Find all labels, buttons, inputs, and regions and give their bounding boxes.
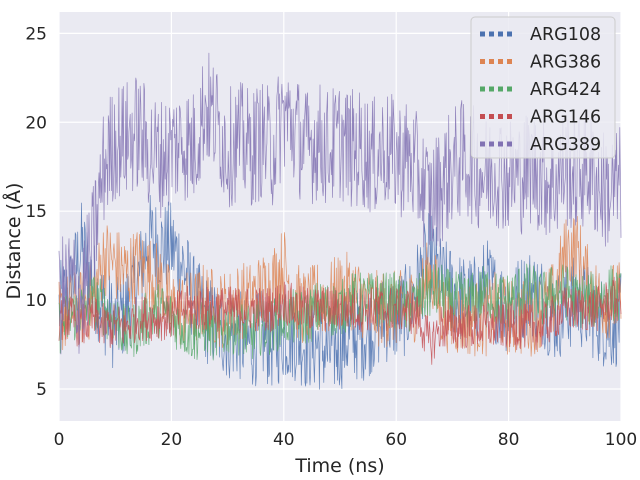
y-tick-label: 20 bbox=[25, 113, 47, 133]
series-line-arg424 bbox=[58, 263, 622, 361]
x-tick-label: 60 bbox=[385, 430, 407, 450]
x-tick-labels: 0 20 40 60 80 100 bbox=[54, 430, 638, 450]
legend-item-arg386: ARG386 bbox=[480, 53, 601, 73]
y-tick-label: 25 bbox=[25, 24, 47, 44]
legend-frame bbox=[470, 16, 616, 159]
series-line-arg386 bbox=[58, 216, 622, 357]
legend-label: ARG424 bbox=[530, 80, 601, 100]
y-tick-labels: 5 10 15 20 25 bbox=[25, 24, 47, 400]
y-tick-label: 15 bbox=[25, 202, 47, 222]
x-tick-label: 80 bbox=[498, 430, 520, 450]
legend: ARG108 ARG386 ARG424 ARG146 ARG389 bbox=[470, 16, 616, 159]
legend-item-arg389: ARG389 bbox=[480, 135, 601, 155]
legend-label: ARG108 bbox=[530, 25, 601, 45]
y-tick-label: 10 bbox=[25, 291, 47, 311]
legend-label: ARG386 bbox=[530, 53, 601, 73]
x-tick-label: 40 bbox=[273, 430, 295, 450]
legend-item-arg108: ARG108 bbox=[480, 25, 601, 45]
legend-label: ARG389 bbox=[530, 135, 601, 155]
x-tick-label: 100 bbox=[605, 430, 637, 450]
series-line-arg146 bbox=[58, 276, 622, 365]
x-axis-label: Time (ns) bbox=[294, 455, 384, 477]
legend-label: ARG146 bbox=[530, 108, 601, 128]
legend-item-arg146: ARG146 bbox=[480, 108, 601, 128]
y-axis-label: Distance (Å) bbox=[2, 183, 25, 300]
x-tick-label: 0 bbox=[54, 430, 65, 450]
legend-item-arg424: ARG424 bbox=[480, 80, 601, 100]
y-tick-label: 5 bbox=[36, 380, 47, 400]
x-tick-label: 20 bbox=[161, 430, 183, 450]
